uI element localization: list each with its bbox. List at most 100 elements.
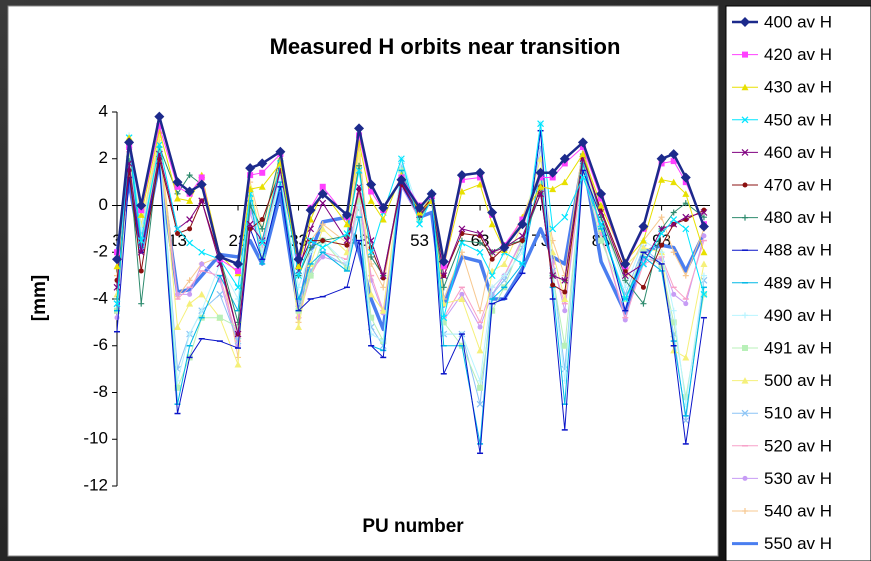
marker	[305, 205, 316, 216]
marker	[307, 237, 315, 244]
marker	[184, 186, 195, 197]
marker	[701, 233, 707, 239]
legend-label: 530 av H	[764, 469, 832, 488]
marker	[489, 307, 496, 314]
marker	[259, 253, 266, 260]
marker	[741, 377, 749, 384]
marker	[112, 254, 122, 265]
marker	[214, 251, 225, 262]
marker	[113, 283, 121, 291]
marker	[356, 162, 363, 169]
marker	[658, 214, 665, 221]
marker	[597, 220, 605, 228]
marker	[519, 238, 525, 244]
marker	[659, 242, 665, 248]
marker	[700, 272, 707, 279]
marker	[547, 167, 558, 178]
legend-label: 489 av H	[764, 273, 832, 292]
marker	[658, 176, 666, 183]
marker	[682, 353, 690, 361]
marker	[320, 238, 326, 244]
marker	[343, 265, 350, 272]
marker	[458, 225, 466, 233]
legend-label: 491 av H	[764, 338, 832, 357]
marker	[355, 167, 363, 174]
marker	[198, 197, 206, 205]
marker	[561, 213, 569, 221]
marker	[518, 232, 526, 240]
marker	[670, 209, 677, 216]
marker	[476, 180, 484, 188]
y-tick-label: -6	[93, 335, 108, 354]
marker	[343, 230, 351, 237]
y-tick-label: 4	[99, 101, 108, 120]
marker	[458, 239, 466, 247]
x-tick-label: 3	[112, 231, 121, 250]
marker	[742, 214, 748, 221]
marker	[537, 179, 544, 186]
marker	[416, 220, 423, 228]
marker	[198, 290, 206, 298]
marker	[138, 268, 144, 274]
marker	[458, 187, 466, 195]
marker	[640, 284, 646, 290]
y-axis-label: [mm]	[29, 275, 50, 321]
legend-label: 550 av H	[764, 534, 832, 553]
marker	[670, 178, 678, 186]
marker	[319, 225, 327, 232]
marker	[113, 262, 121, 270]
marker	[247, 226, 253, 232]
marker	[186, 172, 193, 179]
marker	[245, 163, 256, 174]
marker	[259, 169, 266, 176]
marker	[174, 384, 181, 391]
marker	[550, 282, 556, 288]
marker	[535, 167, 546, 178]
marker	[458, 295, 466, 302]
marker	[258, 239, 266, 247]
marker	[440, 319, 447, 326]
marker	[477, 239, 484, 246]
y-tick-label: -8	[93, 382, 108, 401]
marker	[598, 237, 605, 244]
marker	[379, 307, 387, 314]
marker	[319, 199, 327, 207]
marker	[489, 284, 496, 291]
marker	[700, 290, 708, 298]
marker	[549, 185, 557, 193]
legend-label: 430 av H	[764, 78, 832, 97]
marker	[596, 188, 607, 199]
marker	[187, 226, 193, 232]
marker	[700, 260, 708, 267]
marker	[136, 200, 147, 211]
marker	[742, 51, 748, 58]
marker	[235, 319, 242, 326]
marker	[670, 307, 677, 314]
marker	[562, 308, 568, 314]
marker	[477, 384, 484, 391]
marker	[671, 291, 677, 297]
marker	[368, 253, 375, 260]
marker	[562, 289, 568, 295]
y-tick-label: 0	[99, 195, 108, 214]
marker	[319, 244, 327, 251]
marker	[367, 290, 375, 298]
marker	[561, 178, 569, 186]
marker	[138, 300, 145, 307]
marker	[344, 242, 350, 248]
marker	[196, 179, 207, 190]
marker	[234, 360, 242, 368]
marker	[174, 194, 182, 202]
marker	[476, 346, 484, 354]
marker	[549, 272, 557, 280]
marker	[440, 272, 448, 280]
marker	[124, 137, 135, 148]
marker	[368, 331, 375, 338]
marker	[638, 221, 649, 232]
marker	[621, 272, 629, 280]
marker	[487, 207, 498, 218]
marker	[561, 295, 569, 302]
marker	[155, 141, 163, 149]
marker	[488, 272, 496, 280]
marker	[456, 170, 467, 181]
